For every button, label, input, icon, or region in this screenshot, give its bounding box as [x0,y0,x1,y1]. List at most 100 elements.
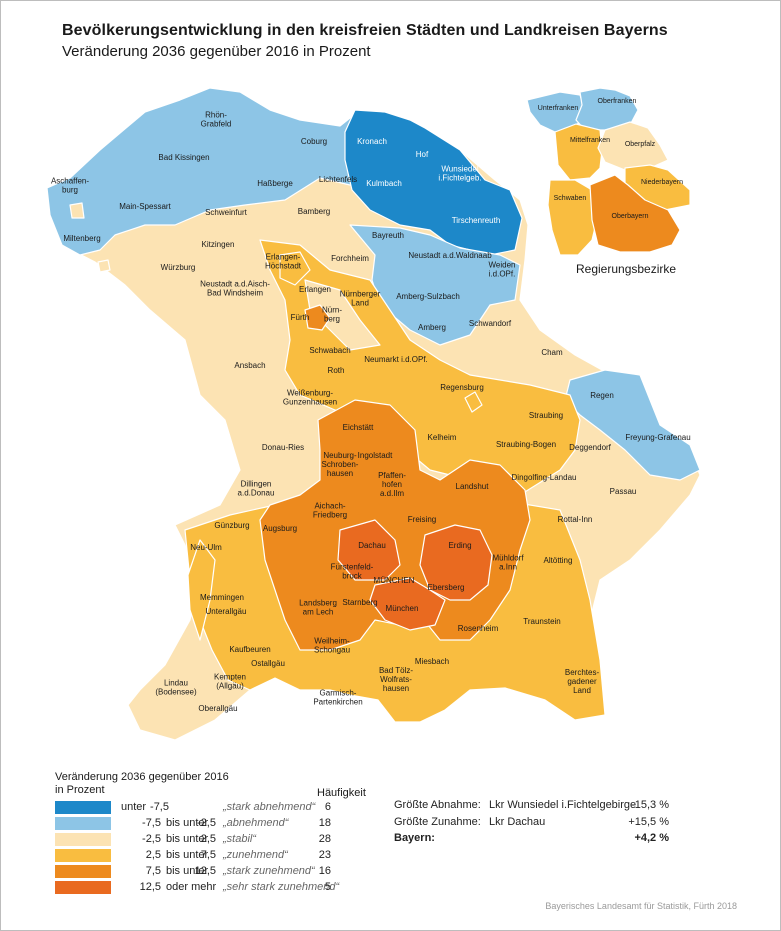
legend-range-to: 12,5 [194,865,216,877]
district-label-lichtenfels: Lichtenfels [319,175,357,184]
district-label-neuburg-schrobenhausen: Neuburg-Schroben-hausen [322,451,359,478]
district-label-roth: Roth [328,366,345,375]
district-area [337,519,401,581]
legend-range-from: 12,5 [139,881,161,893]
stat-percent: +4,2 % [634,832,669,844]
map-subtitle: Veränderung 2036 gegenüber 2016 in Proze… [62,43,371,60]
district-label-unterallgaeu: Unterallgäu [206,607,247,616]
district-label-rhoen-grabfeld: Rhön-Grabfeld [201,111,232,129]
district-label-berchtesgaden: Berchtes-gadener Land [565,668,600,695]
legend-swatch [55,833,111,846]
district-area [97,259,111,273]
district-label-pfaffenhofen: Pfaffen-hofen a.d.Ilm [378,471,406,498]
legend-description: „zunehmend“ [223,849,288,861]
district-label-muenchen-lkr: München [386,604,419,613]
district-label-weiden: Weiden i.d.OPf. [489,261,516,279]
regierungsbezirk-label-oberbayern: Oberbayern [612,213,649,220]
regierungsbezirk-area-schwaben [547,179,599,256]
district-label-weissenburg: Weißenburg-Gunzenhausen [283,389,337,407]
stat-value: Lkr Wunsiedel i.Fichtelgebirge [489,799,637,811]
legend-count: 6 [324,801,331,813]
district-label-ansbach: Ansbach [234,361,265,370]
legend-range-separator: bis unter [166,865,209,877]
legend-swatch [55,881,111,894]
district-area [187,539,216,641]
district-label-ostallgaeu: Ostallgäu [251,659,285,668]
legend-range-from: 2,5 [145,849,161,861]
district-label-schweinfurt: Schweinfurt [205,208,248,217]
district-label-schwabach: Schwabach [309,346,350,355]
legend-range-separator: bis unter [166,833,209,845]
legend-swatch [55,865,111,878]
district-label-muehldorf: Mühldorf a.Inn [492,554,524,572]
legend-range-separator: oder mehr [166,881,217,893]
district-label-coburg: Coburg [301,137,327,146]
regierungsbezirk-area-oberbayern [589,174,681,253]
stat-max-decrease: Größte Abnahme: Lkr Wunsiedel i.Fichtelg… [394,799,684,813]
stat-max-increase: Größte Zunahme: Lkr Dachau +15,5 % [394,816,684,830]
legend-row: -7,5 bis unter -2,5 „abnehmend“ 18 [55,817,365,830]
district-label-forchheim: Forchheim [331,254,369,263]
legend-range-to: -7,5 [150,801,169,813]
district-label-freising: Freising [408,515,436,524]
district-label-kaufbeuren: Kaufbeuren [229,645,270,654]
stat-percent: -15,3 % [631,799,669,811]
district-label-neu-ulm: Neu-Ulm [190,543,222,552]
district-label-bamberg: Bamberg [298,207,330,216]
district-label-straubing: Straubing [529,411,563,420]
district-label-kulmbach: Kulmbach [366,179,402,188]
district-label-nuernberger-land: Nürnberger Land [340,290,381,308]
legend-frequency-heading: Häufigkeit [317,787,366,799]
district-label-tirschenreuth: Tirschenreuth [452,216,501,225]
district-label-wunsiedel: Wunsiedel i.Fichtelgeb. [438,165,481,183]
district-area [279,251,311,286]
legend-row: 2,5 bis unter 7,5 „zunehmend“ 23 [55,849,365,862]
district-label-passau: Passau [610,487,637,496]
regierungsbezirk-label-schwaben: Schwaben [554,195,587,202]
district-label-nuernberg: Nürn-berg [322,306,342,324]
legend-description: „stabil“ [223,833,257,845]
district-label-regensburg: Regensburg [440,383,484,392]
district-label-fuerth: Fürth [291,313,310,322]
district-label-guenzburg: Günzburg [214,521,249,530]
district-label-eichstaett: Eichstätt [343,423,374,432]
district-label-augsburg: Augsburg [263,524,297,533]
legend-count: 23 [318,849,331,861]
district-area [304,304,331,331]
district-area [419,524,493,601]
district-label-donau-ries: Donau-Ries [262,443,304,452]
stat-bayern: Bayern: +4,2 % [394,832,684,846]
district-label-landsberg: Landsberg am Lech [299,599,337,617]
district-label-dingolfing-landau: Dingolfing-Landau [512,473,577,482]
regierungsbezirk-area-mittelfranken [554,123,603,181]
legend-count: 18 [318,817,331,829]
legend-range-separator: bis unter [166,849,209,861]
district-label-rottal-inn: Rottal-Inn [558,515,593,524]
district-label-erlangen-hoechstadt: Erlangen-Höchstadt [265,253,302,271]
legend-row: -2,5 bis unter 2,5 „stabil“ 28 [55,833,365,846]
district-label-neustadt-waldnaab: Neustadt a.d.Waldnaab [408,251,492,260]
district-label-cham: Cham [541,348,563,357]
district-label-miltenberg: Miltenberg [63,234,100,243]
district-label-miesbach: Miesbach [415,657,449,666]
district-label-neustadt-aisch: Neustadt a.d.Aisch-Bad Windsheim [200,280,270,298]
legend-range-from: -7,5 [142,817,161,829]
district-area [369,577,446,631]
legend-row: unter -7,5 „stark abnehmend“ 6 [55,801,365,814]
district-label-starnberg: Starnberg [342,598,377,607]
district-label-kelheim: Kelheim [428,433,457,442]
legend-description: „sehr stark zunehmend“ [223,881,340,893]
legend-row: 12,5 oder mehr „sehr stark zunehmend“ 5 [55,881,365,894]
district-label-weilheim-schongau: Weilheim-Schongau [314,637,350,655]
stat-label: Größte Zunahme: [394,816,481,828]
district-label-amberg-sulzbach: Amberg-Sulzbach [396,292,460,301]
district-label-bad-kissingen: Bad Kissingen [158,153,209,162]
district-label-garmisch: Garmisch-Partenkirchen [313,689,362,707]
stat-label: Größte Abnahme: [394,799,481,811]
district-label-dillingen: Dillingen a.d.Donau [238,480,275,498]
legend-range-separator: unter [121,801,147,813]
district-label-dachau: Dachau [358,541,386,550]
district-label-memmingen: Memmingen [200,593,244,602]
legend-range-to: 2,5 [200,833,216,845]
